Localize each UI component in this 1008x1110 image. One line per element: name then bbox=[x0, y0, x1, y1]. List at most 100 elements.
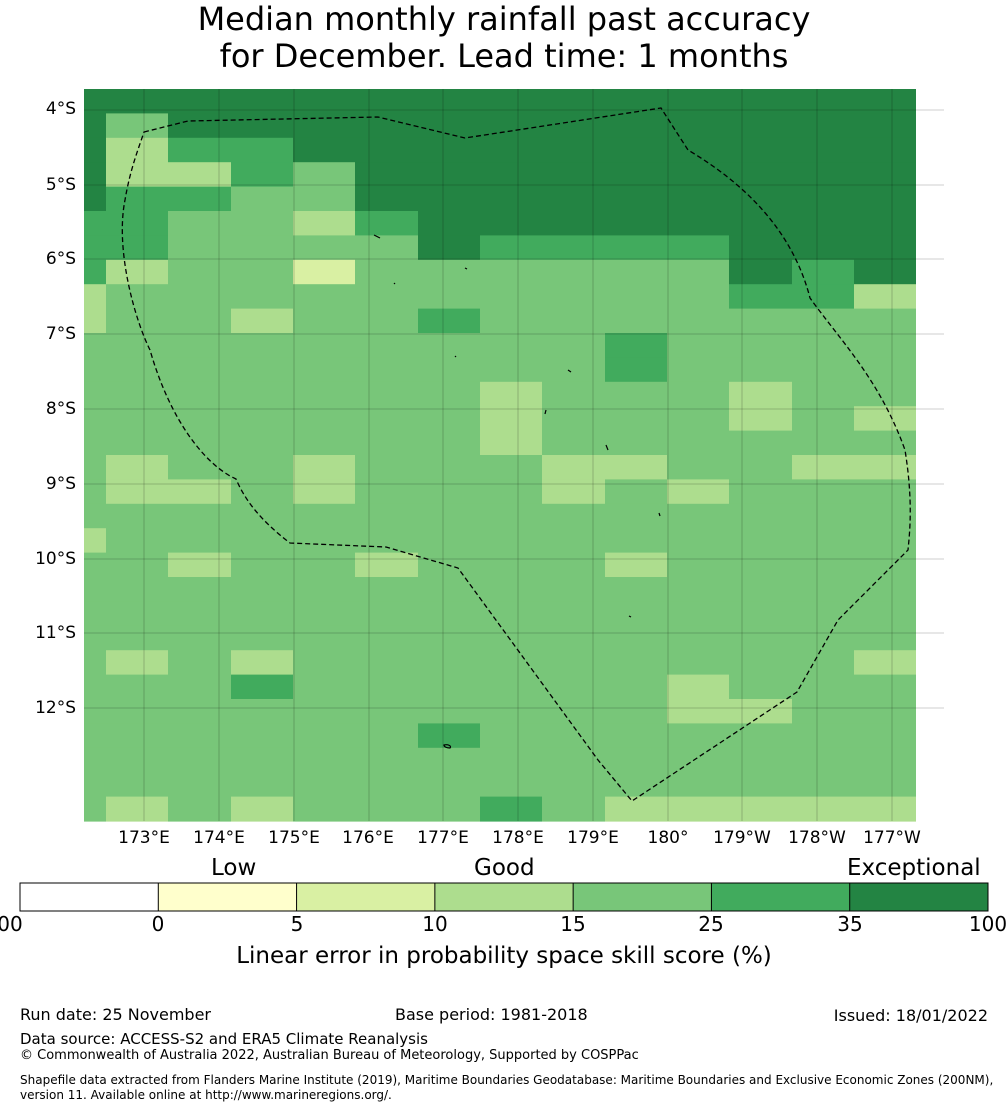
skill-cell bbox=[480, 284, 542, 310]
skill-cell bbox=[854, 503, 916, 529]
skill-cell bbox=[729, 699, 792, 724]
skill-cell bbox=[480, 577, 542, 602]
skill-cell bbox=[106, 747, 168, 773]
skill-cell bbox=[168, 381, 231, 407]
skill-cell bbox=[168, 479, 231, 505]
skill-cell bbox=[605, 625, 667, 651]
skill-cell bbox=[355, 796, 418, 822]
skill-cell bbox=[729, 674, 792, 700]
skill-cell bbox=[605, 650, 667, 676]
skill-cell bbox=[605, 699, 667, 724]
skill-cell bbox=[168, 430, 231, 456]
skill-cell bbox=[792, 357, 854, 383]
skill-cell bbox=[106, 381, 168, 407]
skill-cell bbox=[418, 699, 480, 724]
skill-cell bbox=[480, 357, 542, 383]
skill-cell bbox=[84, 308, 106, 334]
skill-cell bbox=[792, 381, 854, 407]
skill-cell bbox=[293, 381, 355, 407]
skill-cell bbox=[729, 333, 792, 358]
skill-cell bbox=[106, 406, 168, 432]
skill-cell bbox=[84, 552, 106, 578]
skill-cell bbox=[854, 333, 916, 358]
skill-cell bbox=[293, 430, 355, 456]
skill-cell bbox=[355, 113, 418, 139]
graticule bbox=[84, 89, 944, 821]
skill-cell bbox=[168, 113, 231, 139]
skill-cell bbox=[542, 259, 605, 285]
skill-cell bbox=[293, 235, 355, 261]
skill-cell bbox=[168, 699, 231, 724]
skill-cell bbox=[729, 308, 792, 334]
skill-grid bbox=[84, 89, 916, 822]
skill-cell bbox=[418, 747, 480, 773]
skill-cell bbox=[667, 381, 729, 407]
skill-cell bbox=[106, 699, 168, 724]
skill-cell bbox=[542, 796, 605, 822]
lon-label-179w: 179°W bbox=[713, 828, 771, 848]
colorbar-tick-5: 5 bbox=[290, 912, 304, 936]
lat-label-5s: 5°S bbox=[45, 175, 76, 195]
skill-cell bbox=[355, 284, 418, 310]
skill-cell bbox=[542, 601, 605, 627]
skill-cell bbox=[355, 235, 418, 261]
skill-cell bbox=[84, 747, 106, 773]
skill-cell bbox=[84, 430, 106, 456]
lat-label-9s: 9°S bbox=[45, 474, 76, 494]
skill-cell bbox=[542, 113, 605, 139]
skill-cell bbox=[605, 455, 667, 480]
skill-cell bbox=[168, 674, 231, 700]
skill-cell bbox=[231, 430, 293, 456]
skill-cell bbox=[480, 747, 542, 773]
colorbar-swatch bbox=[849, 883, 988, 911]
skill-cell bbox=[355, 137, 418, 163]
skill-cell bbox=[854, 406, 916, 432]
skill-cell bbox=[605, 528, 667, 554]
skill-cell bbox=[84, 577, 106, 602]
skill-cell bbox=[480, 89, 542, 114]
colorbar-swatch bbox=[434, 883, 574, 911]
skill-cell bbox=[231, 479, 293, 505]
skill-cell bbox=[605, 772, 667, 798]
skill-cell bbox=[667, 284, 729, 310]
skill-cell bbox=[667, 772, 729, 798]
skill-cell bbox=[792, 333, 854, 358]
skill-cell bbox=[480, 699, 542, 724]
skill-cell bbox=[231, 357, 293, 383]
skill-cell bbox=[854, 674, 916, 700]
lat-label-11s: 11°S bbox=[35, 623, 76, 643]
skill-cell bbox=[729, 601, 792, 627]
skill-cell bbox=[168, 162, 231, 188]
skill-cell bbox=[106, 723, 168, 749]
skill-cell bbox=[542, 406, 605, 432]
skill-cell bbox=[605, 674, 667, 700]
skill-cell bbox=[480, 455, 542, 480]
skill-cell bbox=[84, 235, 106, 261]
skill-cell bbox=[667, 308, 729, 334]
skill-cell bbox=[854, 650, 916, 676]
skill-cell bbox=[729, 528, 792, 554]
skill-cell bbox=[729, 113, 792, 139]
lon-label-176e: 176°E bbox=[342, 828, 394, 848]
skill-cell bbox=[293, 528, 355, 554]
skill-cell bbox=[605, 381, 667, 407]
colorbar-swatch bbox=[573, 883, 712, 911]
skill-cell bbox=[418, 284, 480, 310]
skill-cell bbox=[792, 455, 854, 480]
lat-label-6s: 6°S bbox=[45, 249, 76, 269]
colorbar-tick-0: 0 bbox=[151, 912, 165, 936]
skill-cell bbox=[729, 381, 792, 407]
skill-cell bbox=[605, 430, 667, 456]
skill-cell bbox=[480, 211, 542, 236]
skill-cell bbox=[231, 528, 293, 554]
skill-cell bbox=[231, 772, 293, 798]
skill-cell bbox=[542, 699, 605, 724]
skill-cell bbox=[231, 381, 293, 407]
colorbar-tick-marks bbox=[157, 883, 851, 911]
skill-cell bbox=[106, 235, 168, 261]
skill-cell bbox=[480, 479, 542, 505]
skill-cell bbox=[168, 552, 231, 578]
skill-cell bbox=[792, 772, 854, 798]
skill-cell bbox=[418, 479, 480, 505]
skill-cell bbox=[542, 137, 605, 163]
